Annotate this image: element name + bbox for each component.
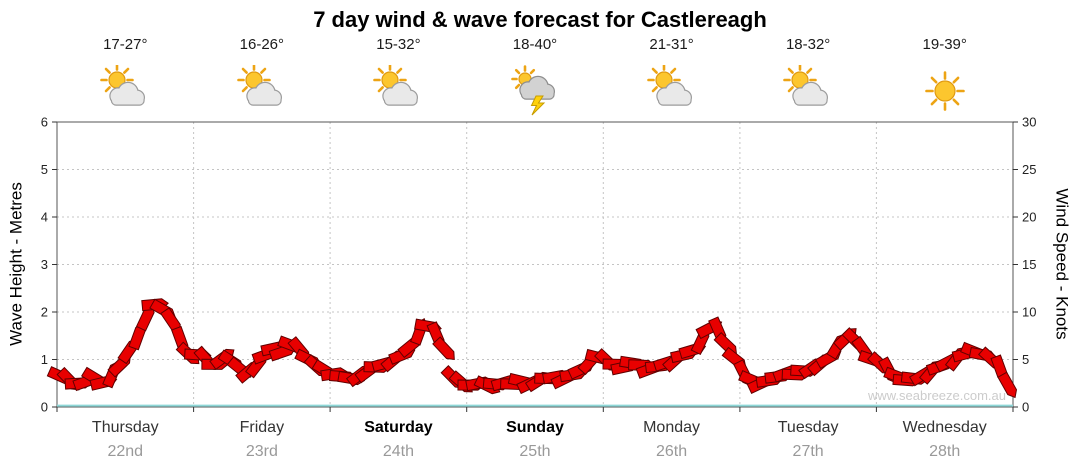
left-tick-label: 2 [41, 305, 48, 320]
day-temp-range: 15-32° [376, 36, 421, 53]
day-date-label: 27th [792, 443, 824, 460]
day-temp-range: 16-26° [239, 36, 285, 53]
chart-title: 7 day wind & wave forecast for Castlerea… [313, 7, 767, 32]
day-temp-range: 19-39° [922, 36, 967, 53]
right-tick-label: 10 [1022, 305, 1036, 320]
left-tick-label: 5 [41, 162, 48, 177]
sun-icon [924, 71, 965, 111]
sun-cloud-icon [237, 65, 282, 106]
left-tick-label: 3 [41, 257, 48, 272]
day-temp-range: 18-40° [512, 36, 558, 53]
day-date-label: 28th [929, 443, 961, 460]
right-tick-label: 5 [1022, 352, 1029, 367]
left-tick-label: 1 [41, 352, 48, 367]
right-tick-label: 0 [1022, 400, 1029, 415]
day-name-label: Tuesday [777, 419, 839, 436]
wind-barbs [46, 298, 1018, 399]
storm-icon [511, 65, 555, 116]
day-date-label: 25th [519, 443, 551, 460]
day-name-label: Friday [239, 419, 285, 436]
sun-cloud-icon [373, 65, 419, 106]
weather-icon-box [194, 64, 331, 118]
day-temp-range: 21-31° [649, 36, 694, 53]
day-name-label: Monday [643, 419, 701, 436]
x-axis-ticks [56, 407, 1014, 412]
weather-icon-box [740, 64, 877, 118]
left-tick-label: 4 [41, 210, 48, 225]
gridlines [57, 122, 1013, 407]
weather-icon-box [876, 64, 1013, 118]
weather-icon-box [57, 64, 194, 118]
sun-cloud-icon [100, 65, 146, 106]
day-date-label: 26th [655, 443, 688, 460]
day-name-label: Thursday [91, 419, 159, 436]
day-name-label: Sunday [506, 419, 564, 436]
weather-icon-box [330, 64, 467, 118]
right-tick-label: 15 [1022, 257, 1036, 272]
right-tick-label: 30 [1022, 115, 1036, 130]
right-tick-label: 25 [1022, 162, 1036, 177]
right-axis: 0 5 10 15 20 25 30 [1013, 115, 1036, 415]
day-date-label: 23rd [245, 443, 278, 460]
sun-cloud-icon [783, 65, 829, 106]
day-name-label: Saturday [364, 419, 433, 436]
left-tick-label: 0 [41, 400, 48, 415]
weather-icon-box [467, 64, 604, 118]
sun-cloud-icon [646, 65, 692, 106]
wind-barb [997, 371, 1018, 399]
weather-icon-box [603, 64, 740, 118]
right-tick-label: 20 [1022, 210, 1036, 225]
day-temp-range: 18-32° [785, 36, 831, 53]
day-date-label: 22nd [107, 443, 144, 460]
left-tick-label: 6 [41, 115, 48, 130]
left-axis: 0 1 2 3 4 5 6 [41, 115, 57, 415]
watermark: www.seabreeze.com.au [867, 388, 1006, 403]
day-date-label: 24th [382, 443, 414, 460]
day-name-label: Wednesday [902, 419, 987, 436]
day-temp-range: 17-27° [103, 36, 148, 53]
wind-barb [432, 336, 455, 361]
